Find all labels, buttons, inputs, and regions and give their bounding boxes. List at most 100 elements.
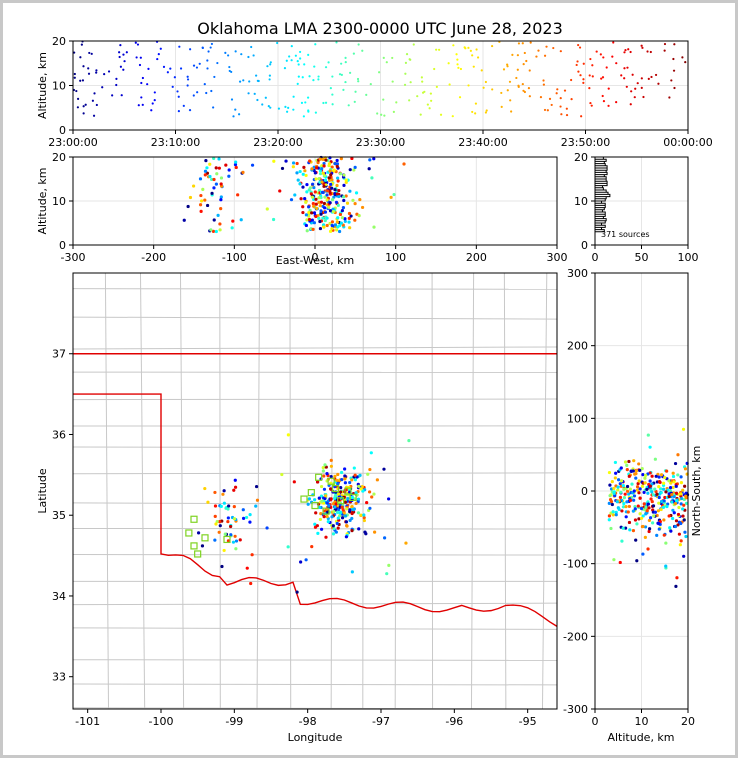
source-point-time (303, 63, 306, 66)
source-point-time (75, 89, 78, 93)
source-point-map (226, 507, 230, 511)
source-point-ns (609, 499, 614, 504)
source-point-ew (335, 164, 339, 169)
source-point-map (370, 495, 374, 499)
source-point-map (330, 515, 334, 519)
source-point-time (277, 107, 281, 110)
source-point-map (226, 516, 230, 520)
county-boundary (73, 446, 557, 449)
source-point-ns (649, 497, 653, 501)
source-point-time (252, 54, 255, 57)
source-point-time (575, 63, 578, 67)
source-point-map (241, 516, 246, 521)
source-point-map (359, 487, 363, 491)
source-point-ns (664, 490, 668, 494)
source-point-time (111, 94, 114, 97)
source-point-time (179, 67, 183, 70)
source-point-map (317, 496, 321, 500)
source-point-ns (607, 514, 612, 518)
source-point-time (672, 57, 675, 61)
source-point-time (607, 104, 610, 107)
source-point-map (215, 519, 219, 524)
county-boundary (73, 398, 557, 401)
source-point-ew (335, 228, 339, 232)
source-point-map (315, 524, 319, 528)
source-point-ew (337, 229, 342, 234)
source-point-time (588, 74, 591, 77)
source-point-time (521, 82, 524, 86)
y-axis-label: Latitude (36, 468, 49, 514)
source-point-time (290, 59, 293, 62)
source-point-map (232, 488, 236, 492)
source-point-time (136, 43, 140, 46)
source-point-ew (217, 166, 221, 170)
source-point-map (343, 477, 347, 481)
county-boundary (394, 273, 397, 709)
source-point-map (213, 514, 217, 518)
source-point-ns (614, 510, 618, 515)
source-point-ns (631, 509, 635, 513)
source-point-time (546, 109, 549, 112)
source-point-ns (674, 491, 679, 495)
source-point-ew (310, 218, 314, 222)
source-point-time (485, 109, 488, 112)
source-point-time (135, 56, 138, 59)
source-point-time (182, 104, 185, 107)
source-point-time (605, 66, 608, 69)
source-point-ew (322, 164, 326, 168)
source-point-ew (310, 211, 314, 215)
source-point-map (348, 480, 352, 485)
source-point-ew (314, 166, 319, 170)
source-point-time (312, 79, 315, 82)
source-point-map (335, 510, 340, 515)
source-point-ew (219, 182, 223, 186)
source-point-time (292, 95, 295, 98)
source-point-time (237, 113, 241, 116)
source-point-ew (352, 168, 356, 172)
source-point-ns (671, 474, 676, 479)
source-point-ns (668, 489, 672, 493)
source-point-time (595, 50, 598, 53)
source-point-map (382, 467, 386, 471)
source-point-ns (624, 504, 628, 509)
source-point-time (139, 56, 142, 59)
source-point-time (209, 46, 212, 49)
y-tick-label: 0 (59, 124, 66, 137)
source-point-time (338, 73, 342, 76)
source-point-map (325, 471, 329, 476)
source-point-ns (612, 490, 616, 494)
source-point-time (198, 62, 201, 65)
source-point-ew (305, 190, 309, 194)
source-point-time (150, 109, 153, 112)
source-point-time (601, 94, 604, 98)
source-point-ew (182, 218, 186, 222)
source-point-time (248, 80, 251, 83)
source-point-ns (621, 484, 625, 488)
source-point-ew (332, 168, 336, 172)
source-point-time (269, 61, 272, 64)
source-point-ew (336, 179, 340, 183)
source-point-time (647, 77, 650, 80)
source-point-ns (628, 528, 632, 532)
source-point-time (115, 83, 118, 87)
source-point-ew (328, 229, 333, 233)
source-point-time (361, 49, 364, 52)
source-point-ns (654, 474, 658, 478)
source-point-time (385, 61, 388, 64)
source-point-time (79, 56, 82, 59)
source-point-time (472, 65, 475, 68)
source-point-map (329, 474, 333, 479)
source-point-ns (634, 538, 638, 542)
source-point-ns (671, 485, 675, 490)
source-point-ns (655, 533, 659, 537)
source-point-ew (320, 167, 324, 171)
source-point-time (327, 61, 330, 64)
source-point-time (640, 44, 643, 47)
source-point-time (570, 78, 573, 82)
source-point-ew (317, 177, 321, 181)
x-tick-label: 23:30:00 (356, 136, 405, 149)
source-point-ew (342, 198, 346, 203)
source-point-time (589, 101, 592, 105)
source-point-time (378, 71, 381, 74)
